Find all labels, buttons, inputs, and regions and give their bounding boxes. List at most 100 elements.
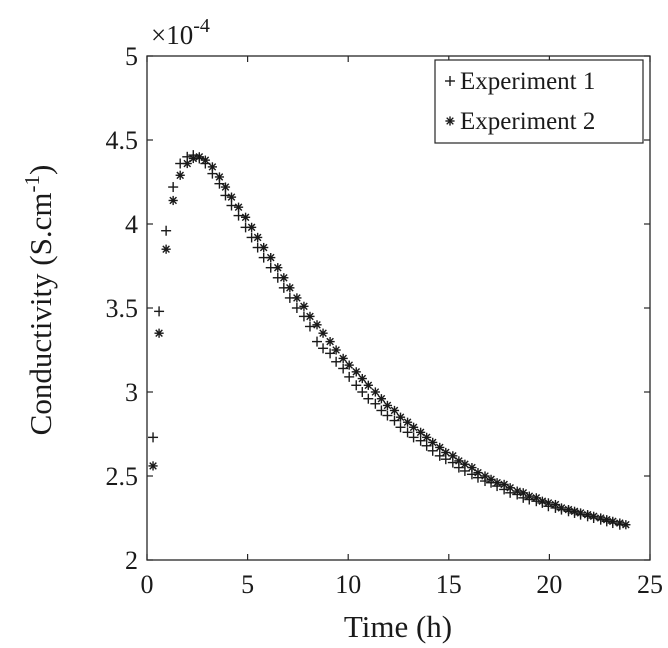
data-point-asterisk bbox=[556, 503, 567, 513]
data-point-asterisk bbox=[376, 394, 386, 404]
data-point-asterisk bbox=[408, 422, 419, 432]
data-point-asterisk bbox=[200, 155, 210, 165]
data-point-plus bbox=[148, 432, 159, 443]
data-point-asterisk bbox=[214, 172, 225, 182]
data-point-plus bbox=[331, 356, 342, 367]
y-tick-label: 5 bbox=[125, 42, 138, 71]
data-point-asterisk bbox=[505, 483, 515, 493]
y-multiplier-exponent: -4 bbox=[193, 15, 210, 37]
data-point-asterisk bbox=[575, 508, 586, 518]
y-axis-label-superscript: -1 bbox=[20, 175, 44, 193]
y-axis: 2 2.5 3 3.5 4 4.5 5 bbox=[106, 42, 650, 575]
data-point-plus bbox=[154, 306, 165, 317]
data-point-asterisk bbox=[154, 328, 164, 338]
data-point-asterisk bbox=[543, 498, 553, 508]
data-point-plus bbox=[408, 432, 419, 443]
y-axis-label: Conductivity (S.cm-1) bbox=[20, 165, 58, 436]
data-point-asterisk bbox=[175, 170, 185, 180]
data-point-asterisk bbox=[615, 518, 625, 528]
legend: Experiment 1 Experiment 2 bbox=[434, 59, 644, 144]
data-point-plus bbox=[402, 427, 413, 438]
x-axis-label: Time (h) bbox=[344, 609, 452, 644]
data-point-plus bbox=[382, 410, 393, 421]
data-point-asterisk bbox=[247, 222, 257, 232]
data-point-plus bbox=[304, 321, 315, 332]
legend-label-experiment-1: Experiment 1 bbox=[460, 68, 595, 95]
data-point-plus bbox=[161, 225, 172, 236]
data-point-asterisk bbox=[460, 459, 470, 469]
data-point-plus bbox=[220, 190, 231, 201]
x-axis: 0 5 10 15 20 25 bbox=[141, 56, 663, 599]
y-multiplier-base: ×10 bbox=[151, 20, 193, 50]
data-point-plus bbox=[168, 182, 179, 193]
data-point-asterisk bbox=[537, 496, 547, 506]
data-point-plus bbox=[312, 336, 323, 347]
data-point-asterisk bbox=[428, 437, 438, 447]
data-point-plus bbox=[291, 303, 302, 313]
data-point-asterisk bbox=[207, 162, 217, 172]
data-point-asterisk bbox=[253, 232, 263, 243]
data-point-plus bbox=[344, 371, 355, 382]
data-point-plus bbox=[318, 343, 329, 354]
data-point-asterisk bbox=[188, 153, 198, 164]
data-point-asterisk bbox=[382, 400, 393, 411]
data-point-asterisk bbox=[395, 412, 406, 422]
data-point-asterisk bbox=[518, 488, 528, 498]
data-point-asterisk bbox=[621, 520, 631, 530]
data-point-asterisk bbox=[563, 505, 574, 515]
legend-label-experiment-2: Experiment 2 bbox=[460, 108, 595, 135]
data-point-asterisk bbox=[486, 474, 496, 484]
data-point-asterisk bbox=[299, 301, 309, 311]
data-point-asterisk bbox=[416, 427, 426, 437]
legend-marker-plus bbox=[445, 76, 455, 86]
data-point-asterisk bbox=[402, 417, 413, 427]
y-tick-label: 2 bbox=[125, 546, 138, 575]
data-point-asterisk bbox=[292, 293, 302, 303]
data-point-asterisk bbox=[266, 253, 276, 263]
data-point-asterisk bbox=[499, 479, 509, 489]
legend-marker-asterisk bbox=[445, 116, 455, 126]
data-point-asterisk bbox=[148, 461, 158, 471]
data-point-asterisk bbox=[389, 405, 400, 416]
y-tick-label: 3.5 bbox=[106, 294, 139, 323]
data-point-asterisk bbox=[331, 345, 341, 355]
data-point-asterisk bbox=[512, 486, 522, 496]
data-point-asterisk bbox=[259, 242, 269, 253]
data-point-asterisk bbox=[473, 468, 483, 478]
legend-marker-asterisk bbox=[445, 116, 455, 126]
data-point-asterisk bbox=[226, 192, 237, 202]
data-point-plus bbox=[427, 445, 438, 456]
data-point-plus bbox=[395, 422, 406, 433]
data-point-plus bbox=[376, 405, 387, 416]
data-point-asterisk bbox=[325, 337, 335, 347]
data-point-plus bbox=[363, 393, 374, 404]
data-point-asterisk bbox=[338, 353, 348, 363]
data-point-asterisk bbox=[161, 244, 171, 254]
data-point-asterisk bbox=[435, 442, 445, 453]
data-point-asterisk bbox=[344, 360, 354, 370]
series-experiment-2 bbox=[148, 152, 631, 530]
data-point-asterisk bbox=[569, 506, 580, 516]
data-point-asterisk bbox=[524, 491, 534, 501]
data-point-asterisk bbox=[285, 283, 295, 293]
y-axis-multiplier: ×10-4 bbox=[151, 15, 210, 50]
legend-box bbox=[434, 59, 644, 144]
data-point-asterisk bbox=[589, 511, 599, 521]
data-point-asterisk bbox=[233, 202, 244, 212]
data-point-asterisk bbox=[220, 182, 231, 192]
data-point-asterisk bbox=[370, 387, 380, 397]
legend-marker-plus bbox=[445, 76, 455, 86]
x-tick-label: 20 bbox=[536, 570, 562, 599]
data-point-asterisk bbox=[492, 478, 502, 488]
y-axis-label-main: Conductivity (S.cm bbox=[23, 193, 58, 436]
x-tick-label: 5 bbox=[241, 570, 254, 599]
x-tick-label: 25 bbox=[637, 570, 663, 599]
data-point-asterisk bbox=[240, 212, 251, 222]
data-point-asterisk bbox=[182, 158, 192, 169]
x-tick-label: 10 bbox=[335, 570, 361, 599]
y-axis-label-close: ) bbox=[23, 165, 58, 175]
data-point-plus bbox=[370, 398, 381, 409]
data-point-asterisk bbox=[351, 367, 361, 377]
data-point-asterisk bbox=[602, 515, 612, 525]
